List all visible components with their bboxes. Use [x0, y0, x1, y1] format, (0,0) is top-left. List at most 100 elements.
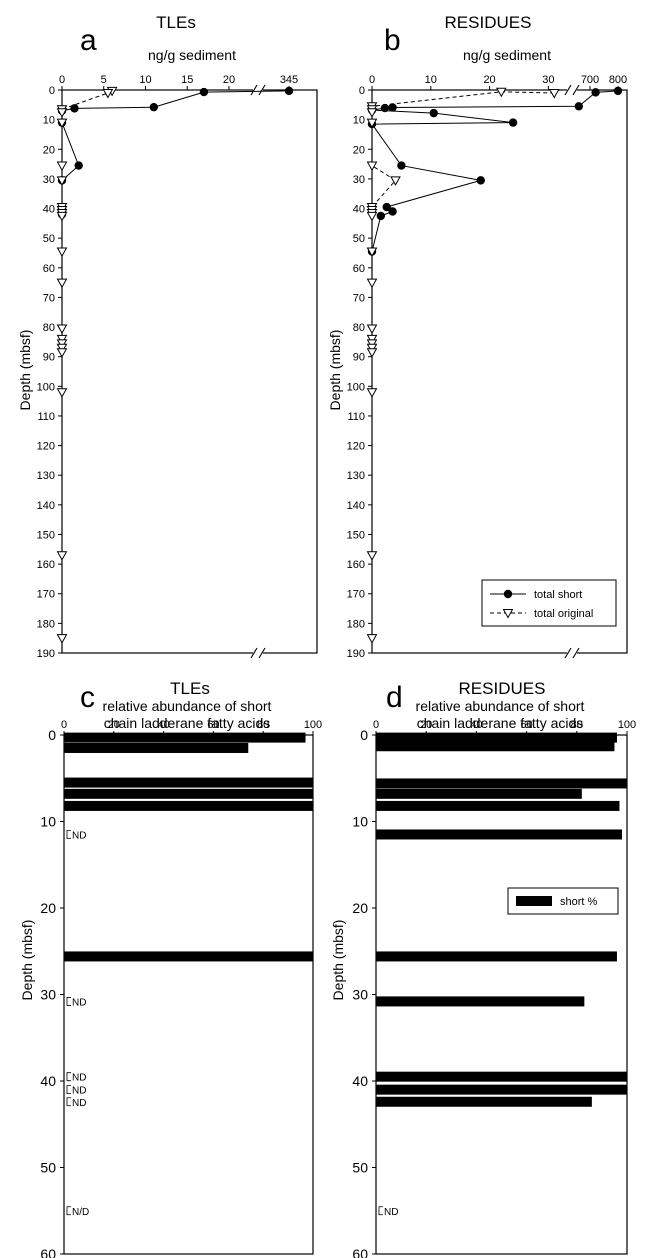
y-tick-label-a-1: 10 — [43, 115, 55, 127]
series-line-b-0 — [371, 90, 619, 252]
x-tick-label-b-1: 10 — [425, 74, 437, 86]
plots: 0 5 10 15 20 345 0 10 20 30 40 50 60 70 80 90 100 110 120 1… — [37, 74, 637, 1258]
legend-label-original-b: total original — [534, 608, 593, 620]
x-tick-label-d-0: 0 — [373, 719, 379, 731]
xlabel-b: ng/g sediment — [463, 47, 551, 63]
axis-break-gap-a-1 — [253, 650, 263, 656]
axis-break-mark-b-1b — [572, 647, 580, 659]
y-tick-label-a-18: 180 — [37, 618, 55, 630]
bar-c-1 — [64, 742, 249, 753]
y-tick-label-b-10: 100 — [347, 381, 365, 393]
x-tick-label-c-4: 80 — [257, 719, 269, 731]
ylabel-b: Depth (mbsf) — [327, 330, 343, 411]
y-tick-label-a-2: 20 — [43, 144, 55, 156]
bar-d-8 — [376, 1071, 627, 1082]
nd-label-c-5: N/D — [72, 1207, 89, 1218]
y-tick-label-a-5: 50 — [43, 233, 55, 245]
axis-break-gap-b-0 — [567, 87, 577, 93]
point-original-b-4 — [366, 108, 378, 118]
nd-label-c-3: ND — [72, 1086, 86, 1097]
point-original-b-1 — [495, 87, 507, 98]
point-original-a-19 — [56, 551, 68, 561]
x-tick-label-c-3: 60 — [207, 719, 219, 731]
point-short-b-6 — [429, 108, 438, 118]
point-original-b-12 — [366, 247, 378, 258]
plot-frame-a — [61, 89, 318, 654]
point-original-b-11 — [366, 211, 378, 222]
y-tick-label-b-7: 70 — [353, 292, 365, 304]
plot-frame-b — [371, 89, 628, 654]
point-short-a-0 — [284, 86, 294, 96]
panel-letter-c: c — [80, 681, 95, 714]
point-original-a-18 — [56, 388, 68, 398]
nd-bracket-c-3 — [66, 1085, 71, 1095]
nd-bracket-c-4 — [66, 1097, 71, 1107]
x-tick-label-a-3: 15 — [181, 74, 193, 86]
point-original-b-13 — [366, 278, 378, 289]
title-c: TLEs — [170, 679, 210, 698]
y-tick-label-a-13: 130 — [37, 470, 55, 482]
y-tick-label-b-2: 20 — [353, 144, 365, 156]
bar-d-5 — [376, 829, 622, 840]
y-tick-label-d-3: 30 — [352, 987, 368, 1003]
x-tick-label-c-2: 40 — [157, 719, 169, 731]
bar-d-9 — [376, 1084, 627, 1095]
point-short-b-0 — [613, 86, 623, 96]
y-tick-label-b-13: 130 — [347, 470, 365, 482]
y-tick-label-a-12: 120 — [37, 441, 55, 453]
y-tick-label-a-16: 160 — [37, 559, 55, 571]
point-original-b-20 — [366, 551, 378, 561]
y-tick-label-b-0: 0 — [359, 85, 365, 97]
bar-c-4 — [64, 800, 313, 811]
y-tick-label-b-5: 50 — [353, 233, 365, 245]
x-tick-label-b-4: 700 — [581, 74, 599, 86]
bar-d-1 — [376, 741, 615, 752]
x-tick-label-a-5: 345 — [280, 74, 298, 86]
y-tick-label-b-16: 160 — [347, 559, 365, 571]
y-tick-label-a-9: 90 — [43, 352, 55, 364]
y-tick-label-a-15: 150 — [37, 529, 55, 541]
nd-label-c-1: ND — [72, 997, 86, 1008]
x-tick-label-a-1: 5 — [101, 74, 107, 86]
bar-c-5 — [64, 951, 313, 962]
x-tick-label-c-5: 100 — [304, 719, 322, 731]
y-tick-label-c-4: 40 — [40, 1073, 56, 1089]
nd-label-c-4: ND — [72, 1098, 86, 1109]
legend-label-d: short % — [560, 896, 598, 908]
point-original-a-17 — [56, 348, 68, 358]
point-short-b-3 — [388, 103, 397, 112]
y-tick-label-b-19: 190 — [347, 648, 365, 660]
series-line-b-1 — [371, 91, 555, 639]
x-tick-label-b-3: 30 — [542, 74, 554, 86]
x-tick-label-b-2: 20 — [483, 74, 495, 86]
axis-break-mark-a-0b — [258, 84, 266, 96]
point-original-a-5 — [56, 161, 68, 172]
y-tick-label-b-8: 80 — [353, 322, 365, 334]
subtitle-d-2: chain ladderane fatty acids — [417, 715, 584, 731]
nd-label-c-2: ND — [72, 1073, 86, 1084]
axis-break-gap-a-0 — [253, 87, 263, 93]
plot-frame-d — [375, 734, 628, 1255]
panel-letter-b: b — [384, 24, 401, 57]
y-tick-label-a-10: 100 — [37, 381, 55, 393]
y-tick-label-a-7: 70 — [43, 292, 55, 304]
y-tick-label-c-1: 10 — [40, 814, 56, 830]
y-tick-label-b-9: 90 — [353, 352, 365, 364]
panel-letter-a: a — [80, 24, 97, 57]
ylabel-c: Depth (mbsf) — [19, 920, 35, 1001]
x-tick-label-d-4: 80 — [571, 719, 583, 731]
point-short-b-4 — [380, 103, 390, 113]
legend-marker-original-b — [502, 609, 514, 619]
y-tick-label-a-11: 110 — [37, 411, 55, 423]
series-line-a-1 — [61, 90, 113, 639]
y-tick-label-a-3: 30 — [43, 174, 55, 186]
y-tick-label-d-1: 10 — [352, 814, 368, 830]
y-tick-label-d-5: 50 — [352, 1160, 368, 1176]
y-tick-label-c-2: 20 — [40, 900, 56, 916]
point-original-b-0 — [548, 88, 560, 99]
point-original-b-21 — [366, 634, 378, 644]
point-original-a-3 — [56, 108, 68, 118]
y-tick-label-d-2: 20 — [352, 900, 368, 916]
bar-d-6 — [376, 951, 617, 962]
